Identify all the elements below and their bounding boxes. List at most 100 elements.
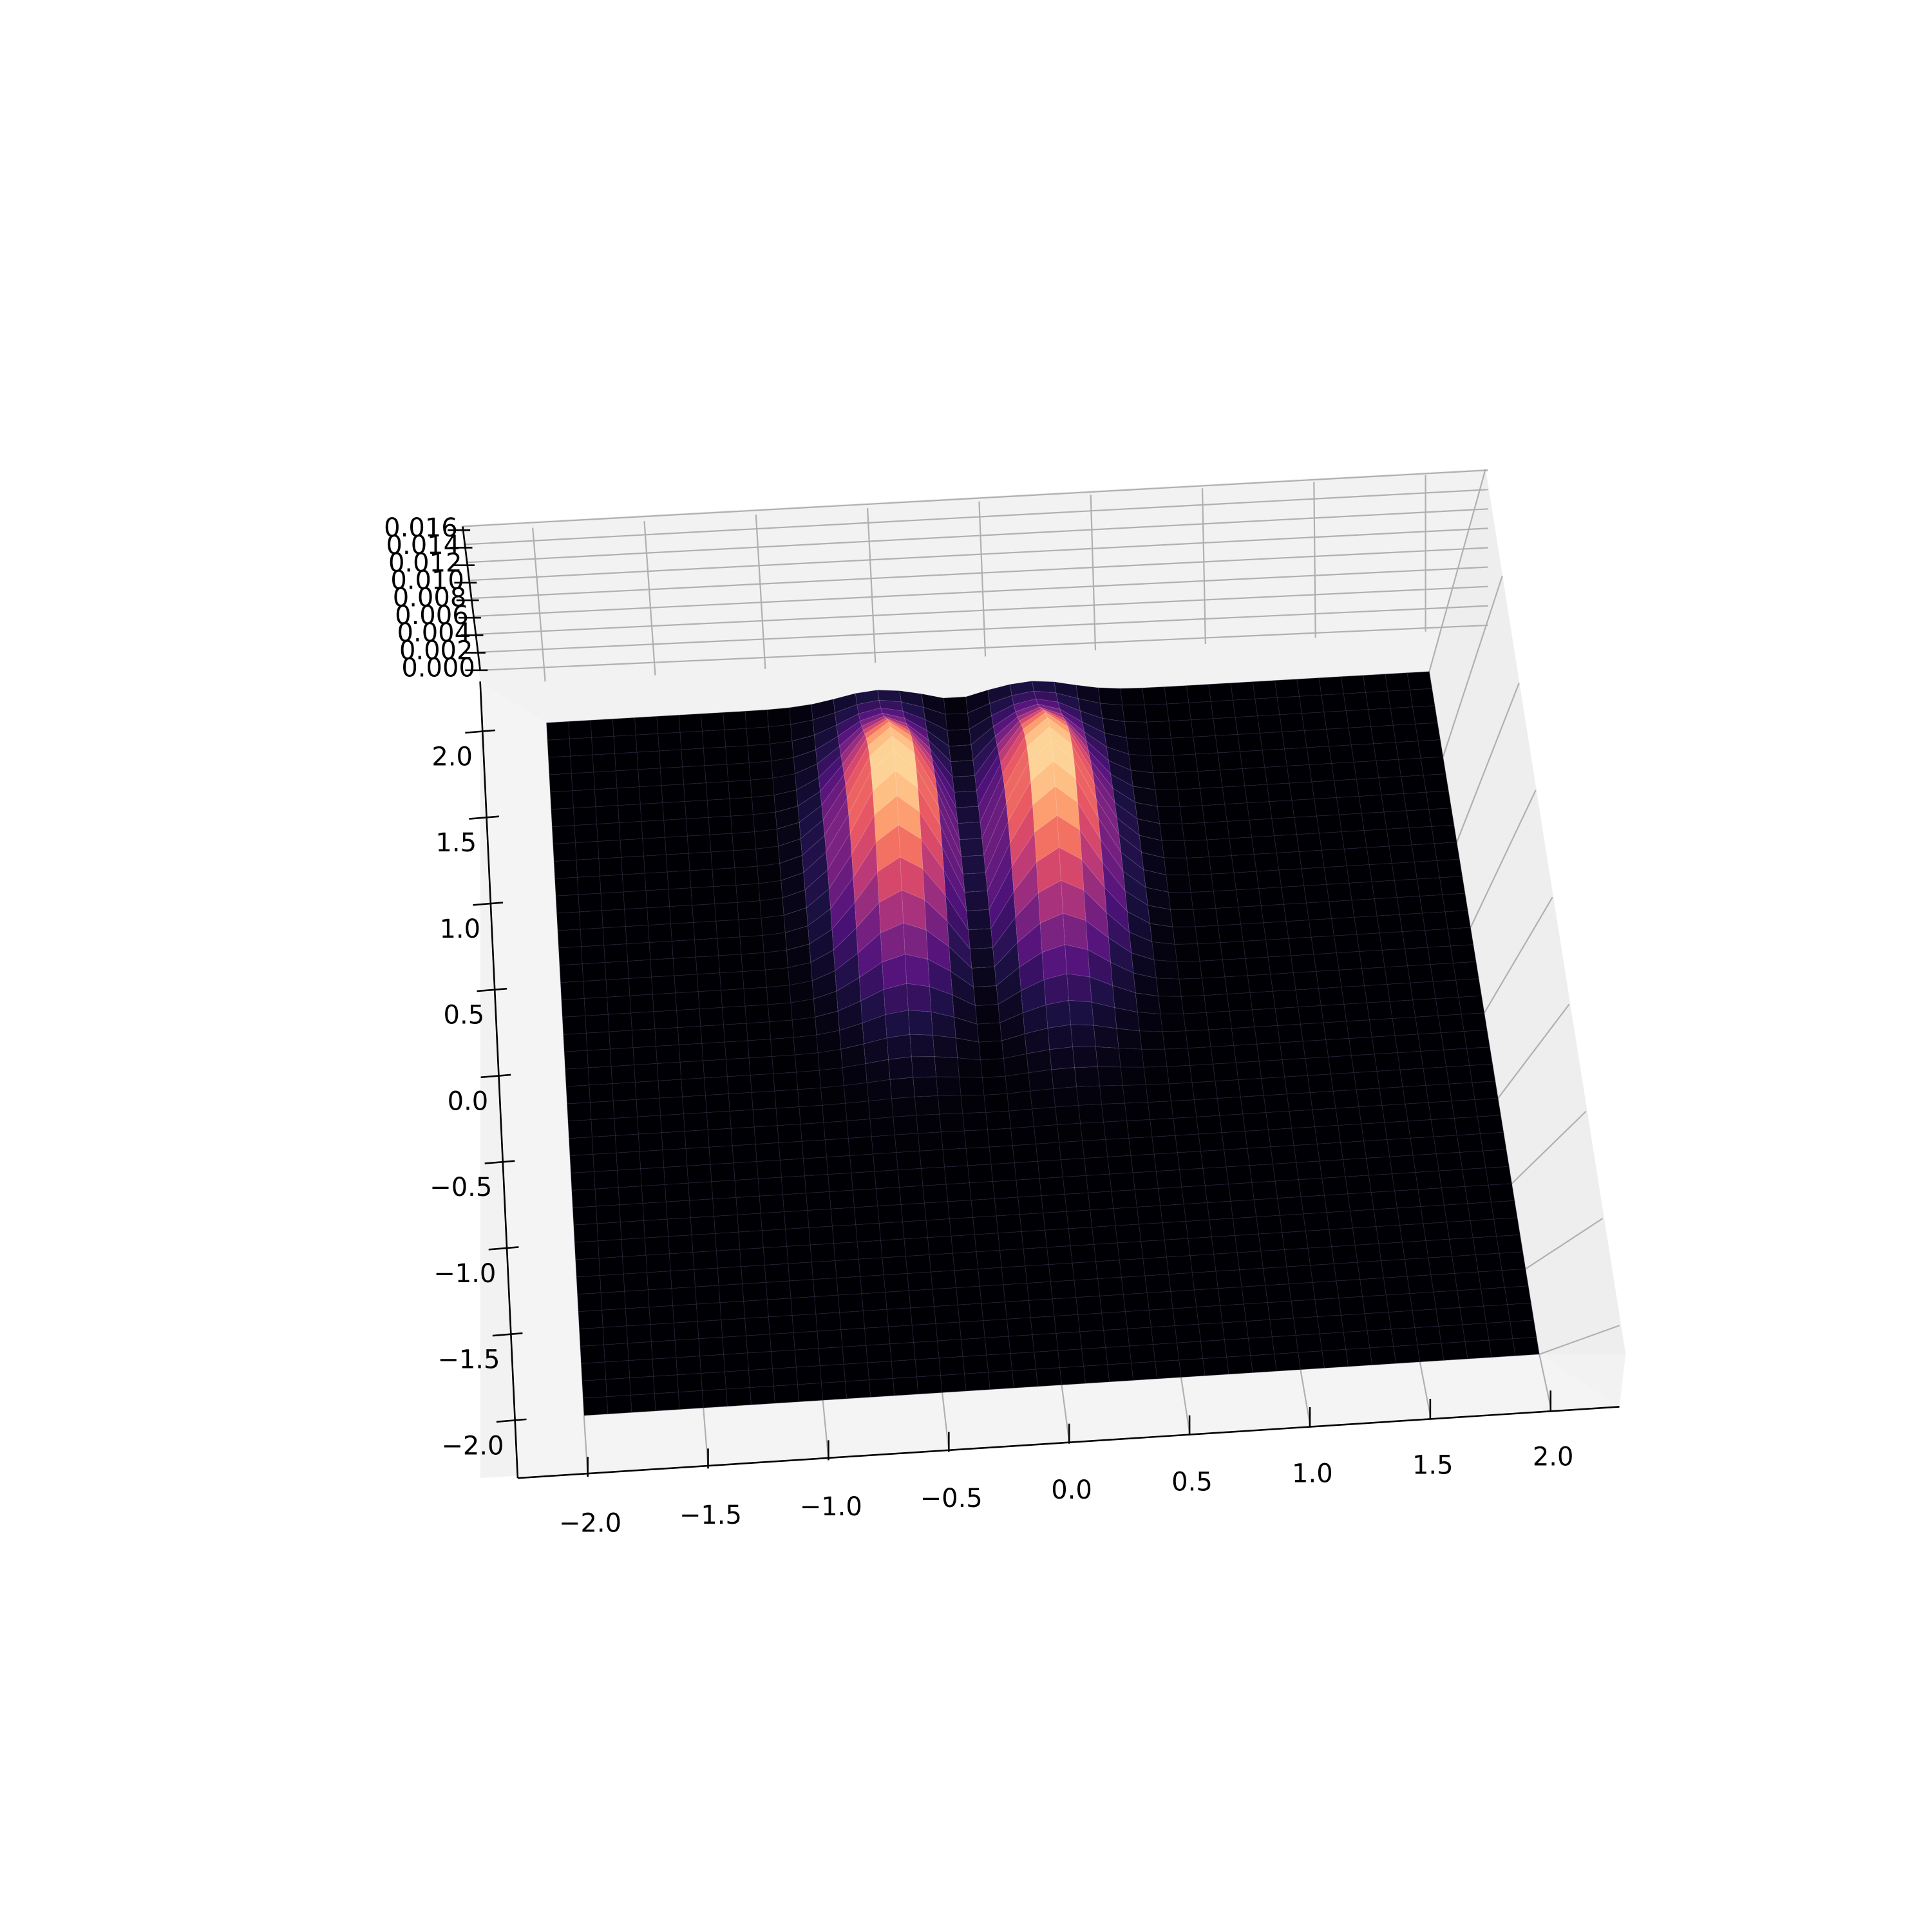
surface-patch <box>1023 1247 1050 1267</box>
surface-patch <box>692 1250 718 1270</box>
surface-patch <box>758 880 783 902</box>
surface-patch <box>734 866 759 886</box>
surface-patch <box>871 1134 897 1155</box>
surface-patch <box>672 956 697 976</box>
surface-patch <box>1153 1342 1180 1362</box>
surface-patch <box>866 1079 893 1102</box>
surface-patch <box>973 985 999 1007</box>
surface-patch <box>1120 1066 1146 1086</box>
surface-patch <box>1065 944 1090 978</box>
y-axis-line <box>479 681 519 1479</box>
surface-patch <box>635 733 660 753</box>
surface-patch <box>636 750 661 770</box>
surface-patch <box>1336 1279 1363 1299</box>
surface-patch <box>757 863 782 884</box>
surface-patch <box>1353 760 1379 780</box>
surface-patch <box>1434 842 1460 861</box>
surface-patch <box>1392 723 1419 743</box>
surface-patch <box>1303 728 1330 748</box>
surface-patch <box>647 1288 674 1308</box>
surface-patch <box>1417 1032 1444 1052</box>
surface-patch <box>1194 1288 1221 1308</box>
surface-patch <box>1128 1136 1155 1156</box>
surface-patch <box>935 1321 961 1341</box>
surface-patch <box>1055 1104 1081 1126</box>
surface-patch <box>738 918 763 938</box>
surface-patch <box>723 1023 748 1043</box>
surface-patch <box>848 1136 874 1157</box>
surface-patch <box>634 1063 659 1083</box>
surface-patch <box>573 1223 599 1243</box>
surface-patch <box>1208 855 1235 875</box>
surface-patch <box>1249 1163 1276 1183</box>
surface-patch <box>591 1117 616 1138</box>
surface-patch <box>668 1235 694 1255</box>
surface-patch <box>1366 1156 1393 1176</box>
surface-patch <box>1258 1232 1285 1252</box>
surface-patch <box>1488 1338 1516 1358</box>
surface-patch <box>1170 909 1196 927</box>
surface-patch <box>1423 773 1449 793</box>
grid-line-y-right <box>1470 790 1537 928</box>
surface-patch <box>1313 952 1340 972</box>
surface-patch <box>1407 1119 1434 1139</box>
surface-patch <box>1120 687 1145 706</box>
surface-patch <box>593 770 618 790</box>
surface-patch <box>1265 938 1292 958</box>
surface-patch <box>1224 802 1250 822</box>
surface-patch <box>1221 1130 1248 1150</box>
surface-patch <box>549 790 574 810</box>
surface-patch <box>616 786 641 806</box>
surface-patch <box>1121 1275 1148 1295</box>
surface-patch <box>1175 1133 1202 1153</box>
surface-patch <box>1303 884 1330 904</box>
surface-patch <box>981 1075 1008 1096</box>
surface-patch <box>603 943 629 963</box>
surface-patch <box>732 1144 757 1164</box>
surface-patch <box>762 1245 789 1266</box>
surface-patch <box>766 1298 793 1318</box>
surface-patch <box>1379 931 1406 951</box>
surface-patch <box>1378 776 1405 795</box>
surface-patch <box>899 1185 925 1205</box>
surface-patch <box>704 1076 729 1096</box>
surface-patch <box>1072 1046 1099 1068</box>
surface-patch <box>747 1039 773 1059</box>
surface-patch <box>1150 755 1176 773</box>
surface-patch <box>1474 1097 1502 1117</box>
surface-patch <box>1435 1307 1463 1327</box>
surface-patch <box>722 1335 748 1355</box>
y-tick-label: −0.5 <box>430 1173 492 1202</box>
surface-patch <box>714 1231 741 1251</box>
surface-patch <box>1420 756 1446 776</box>
surface-patch <box>830 1207 857 1227</box>
surface-patch <box>624 907 649 927</box>
surface-patch <box>1325 1037 1352 1057</box>
surface-patch <box>759 897 784 919</box>
surface-patch <box>1496 1234 1524 1254</box>
surface-patch <box>1030 1088 1056 1110</box>
surface-patch <box>938 1356 965 1376</box>
surface-patch <box>1245 956 1271 976</box>
surface-patch <box>1251 1008 1278 1028</box>
surface-patch <box>1241 1285 1268 1305</box>
surface-patch <box>1276 851 1302 871</box>
surface-patch <box>1027 1281 1053 1301</box>
surface-patch <box>1412 998 1439 1018</box>
z-tick-label: 0.004 <box>397 618 471 648</box>
surface-patch <box>1481 1287 1508 1307</box>
surface-patch <box>865 1059 891 1083</box>
surface-patch <box>1300 1195 1327 1215</box>
surface-patch <box>1107 1155 1133 1175</box>
surface-patch <box>913 1340 940 1360</box>
surface-patch <box>582 1396 609 1416</box>
surface-patch <box>1170 1289 1197 1309</box>
surface-patch <box>1076 1085 1103 1106</box>
surface-patch <box>1282 730 1307 750</box>
surface-patch <box>563 1032 588 1052</box>
surface-patch <box>971 966 997 988</box>
surface-patch <box>1388 1310 1416 1330</box>
surface-patch <box>942 1148 969 1168</box>
surface-patch <box>620 838 645 858</box>
